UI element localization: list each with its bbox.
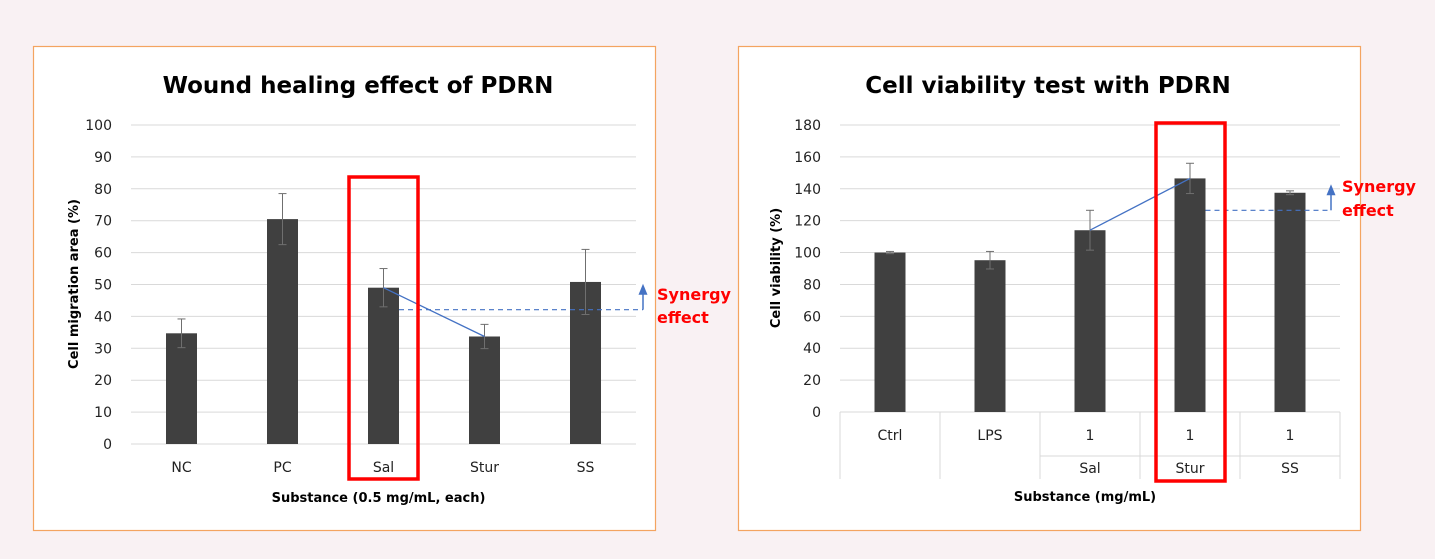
bar bbox=[874, 252, 906, 412]
category-label: PC bbox=[273, 460, 291, 476]
y-tick-label: 50 bbox=[94, 278, 112, 294]
connector-line bbox=[1089, 177, 1191, 231]
y-tick-label: 40 bbox=[94, 309, 112, 325]
category-group-label: SS bbox=[1281, 461, 1299, 477]
cell-viability-chart: Cell viability test with PDRN 0 20 40 60 80 10… bbox=[737, 45, 1417, 532]
bar bbox=[974, 260, 1006, 412]
highlight-box bbox=[347, 175, 420, 481]
chart-title: Cell viability test with PDRN bbox=[865, 73, 1230, 99]
y-tick-label: 20 bbox=[803, 373, 821, 389]
bar bbox=[1274, 192, 1306, 412]
bar bbox=[368, 287, 399, 444]
y-tick-label: 60 bbox=[94, 246, 112, 262]
category-label: Sal bbox=[373, 460, 394, 476]
connector-line bbox=[383, 287, 485, 338]
bar bbox=[1174, 178, 1206, 412]
y-tick-label: 100 bbox=[794, 246, 821, 262]
y-tick-label: 70 bbox=[94, 214, 112, 230]
x-axis-label: Substance (0.5 mg/mL, each) bbox=[272, 491, 486, 506]
category-label: SS bbox=[577, 460, 595, 476]
chart-panel bbox=[32, 45, 657, 532]
y-tick-label: 60 bbox=[803, 309, 821, 325]
y-tick-label: 0 bbox=[103, 437, 112, 453]
category-label: 1 bbox=[1286, 428, 1295, 444]
y-tick-label: 180 bbox=[794, 118, 821, 134]
bar bbox=[469, 336, 500, 444]
y-tick-label: 40 bbox=[803, 341, 821, 357]
y-tick-label: 90 bbox=[94, 150, 112, 166]
arrow-up-icon bbox=[638, 283, 648, 295]
bar bbox=[1074, 230, 1106, 412]
y-tick-label: 10 bbox=[94, 405, 112, 421]
y-tick-label: 0 bbox=[812, 405, 821, 421]
chart-panel bbox=[737, 45, 1362, 532]
wound-healing-chart: Wound healing effect of PDRN 0 10 20 30 40 50 6… bbox=[32, 45, 732, 532]
synergy-annotation-line2: effect bbox=[657, 308, 709, 327]
x-axis-label: Substance (mg/mL) bbox=[1014, 490, 1156, 505]
y-axis-label: Cell migration area (%) bbox=[67, 199, 82, 369]
arrow-up-icon bbox=[1326, 184, 1336, 196]
y-tick-label: 80 bbox=[803, 277, 821, 293]
category-label: Ctrl bbox=[878, 428, 903, 444]
category-group-label: Stur bbox=[1175, 461, 1204, 477]
y-tick-label: 80 bbox=[94, 182, 112, 198]
y-tick-label: 100 bbox=[85, 118, 112, 134]
category-group-label: Sal bbox=[1079, 461, 1100, 477]
y-tick-label: 140 bbox=[794, 182, 821, 198]
chart-title: Wound healing effect of PDRN bbox=[163, 73, 554, 99]
y-tick-label: 30 bbox=[94, 341, 112, 357]
y-axis-label: Cell viability (%) bbox=[769, 208, 784, 328]
category-label: 1 bbox=[1186, 428, 1195, 444]
category-label: NC bbox=[171, 460, 191, 476]
synergy-annotation-line1: Synergy bbox=[1342, 177, 1417, 196]
category-label: LPS bbox=[977, 428, 1002, 444]
bar bbox=[267, 219, 298, 444]
y-tick-label: 120 bbox=[794, 214, 821, 230]
y-tick-label: 160 bbox=[794, 150, 821, 166]
bar bbox=[166, 333, 197, 444]
y-tick-label: 20 bbox=[94, 373, 112, 389]
category-label: 1 bbox=[1086, 428, 1095, 444]
category-label: Stur bbox=[470, 460, 499, 476]
synergy-annotation-line1: Synergy bbox=[657, 285, 732, 304]
synergy-annotation-line2: effect bbox=[1342, 201, 1394, 220]
highlight-box bbox=[1154, 121, 1227, 483]
